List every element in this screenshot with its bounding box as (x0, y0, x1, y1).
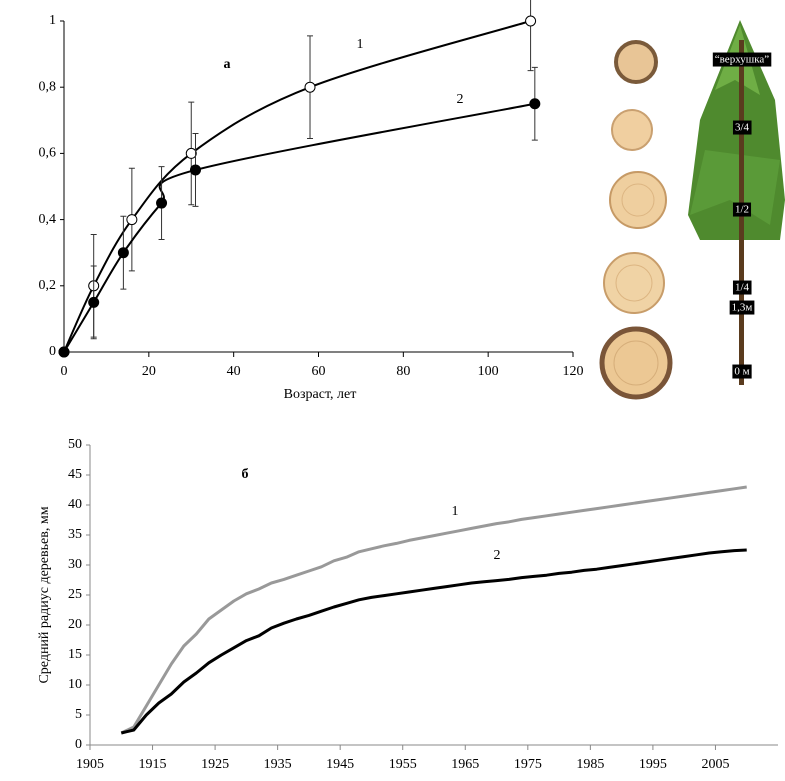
tree-label: “верхушка” (712, 52, 772, 67)
y-tick-label: 15 (68, 647, 82, 662)
disc-ring (621, 183, 655, 217)
series-label: 2 (457, 92, 464, 107)
x-tick-label: 1975 (514, 757, 542, 772)
disc (614, 40, 658, 84)
y-axis-label: Средний радиус деревьев, мм (37, 506, 52, 683)
tree-label: 1/2 (732, 202, 752, 217)
x-tick-label: 1915 (139, 757, 167, 772)
marker (189, 164, 201, 176)
marker (185, 147, 197, 159)
y-tick-label: 0 (49, 344, 56, 359)
x-tick-label: 1945 (326, 757, 354, 772)
y-tick-label: 25 (68, 587, 82, 602)
tree-label: 0 м (732, 364, 752, 379)
tree-crown-lower (690, 150, 780, 225)
x-tick-label: 1965 (451, 757, 479, 772)
x-tick-label: 100 (478, 364, 499, 379)
disc-ring (615, 264, 653, 302)
y-tick-label: 0,8 (39, 79, 57, 94)
marker (529, 98, 541, 110)
y-tick-label: 0,2 (39, 278, 57, 293)
y-tick-label: 0,4 (39, 212, 57, 227)
tree-label-box (732, 280, 752, 295)
tree-label-text: 0 м (734, 366, 749, 378)
y-tick-label: 40 (68, 497, 82, 512)
y-tick-label: 20 (68, 617, 82, 632)
y-tick-label: 50 (68, 437, 82, 452)
marker (88, 296, 100, 308)
x-tick-label: 0 (61, 364, 68, 379)
tree-label-box (732, 202, 752, 217)
disc (609, 171, 667, 229)
x-tick-label: 1955 (389, 757, 417, 772)
y-tick-label: 5 (75, 707, 82, 722)
x-tick-label: 80 (396, 364, 410, 379)
tree-label-box (732, 120, 752, 135)
x-tick-label: 1985 (576, 757, 604, 772)
series-label: 2 (494, 548, 501, 563)
marker (525, 15, 537, 27)
tree-discs (599, 40, 673, 400)
panel-label: а (224, 57, 231, 72)
x-tick-label: 2005 (701, 757, 729, 772)
x-tick-label: 1925 (201, 757, 229, 772)
y-tick-label: 45 (68, 467, 82, 482)
disc-ring (613, 340, 659, 386)
tree-label-text: “верхушка” (715, 54, 770, 66)
y-tick-label: 1 (49, 13, 56, 28)
tree-label-box (729, 300, 755, 315)
series-line (120, 485, 747, 735)
marker (126, 214, 138, 226)
tree-label-box (712, 52, 772, 67)
series-line (63, 102, 536, 353)
disc (603, 252, 665, 314)
tree-label-text: 1/2 (735, 204, 749, 216)
x-tick-label: 20 (142, 364, 156, 379)
tree (688, 20, 785, 385)
series-label: 1 (357, 37, 364, 52)
x-tick-label: 60 (312, 364, 326, 379)
y-tick-label: 30 (68, 557, 82, 572)
x-tick-label: 1995 (639, 757, 667, 772)
disc (599, 326, 673, 400)
tree-label: 1/4 (732, 280, 752, 295)
y-tick-label: 35 (68, 527, 82, 542)
tree-label-box (732, 364, 752, 379)
tree-label-text: 1/4 (735, 282, 750, 294)
x-tick-label: 120 (563, 364, 584, 379)
marker (304, 81, 316, 93)
tree-label-text: 1,3м (732, 302, 753, 314)
y-tick-label: 0 (75, 737, 82, 752)
marker (156, 197, 168, 209)
x-tick-label: 40 (227, 364, 241, 379)
series-line (120, 548, 747, 735)
y-tick-label: 10 (68, 677, 82, 692)
error-bar (527, 0, 534, 72)
x-tick-label: 1905 (76, 757, 104, 772)
x-axis-label: Возраст, лет (284, 387, 357, 402)
y-tick-label: 0,6 (39, 146, 57, 161)
marker (58, 346, 70, 358)
tree-label: 1,3м (729, 300, 755, 315)
x-tick-label: 1935 (264, 757, 292, 772)
panel-label: б (242, 467, 249, 482)
disc (611, 109, 653, 151)
series-line (63, 20, 531, 353)
tree-label-text: 3/4 (735, 122, 750, 134)
series-label: 1 (452, 504, 459, 519)
marker (117, 247, 129, 259)
tree-label: 3/4 (732, 120, 752, 135)
